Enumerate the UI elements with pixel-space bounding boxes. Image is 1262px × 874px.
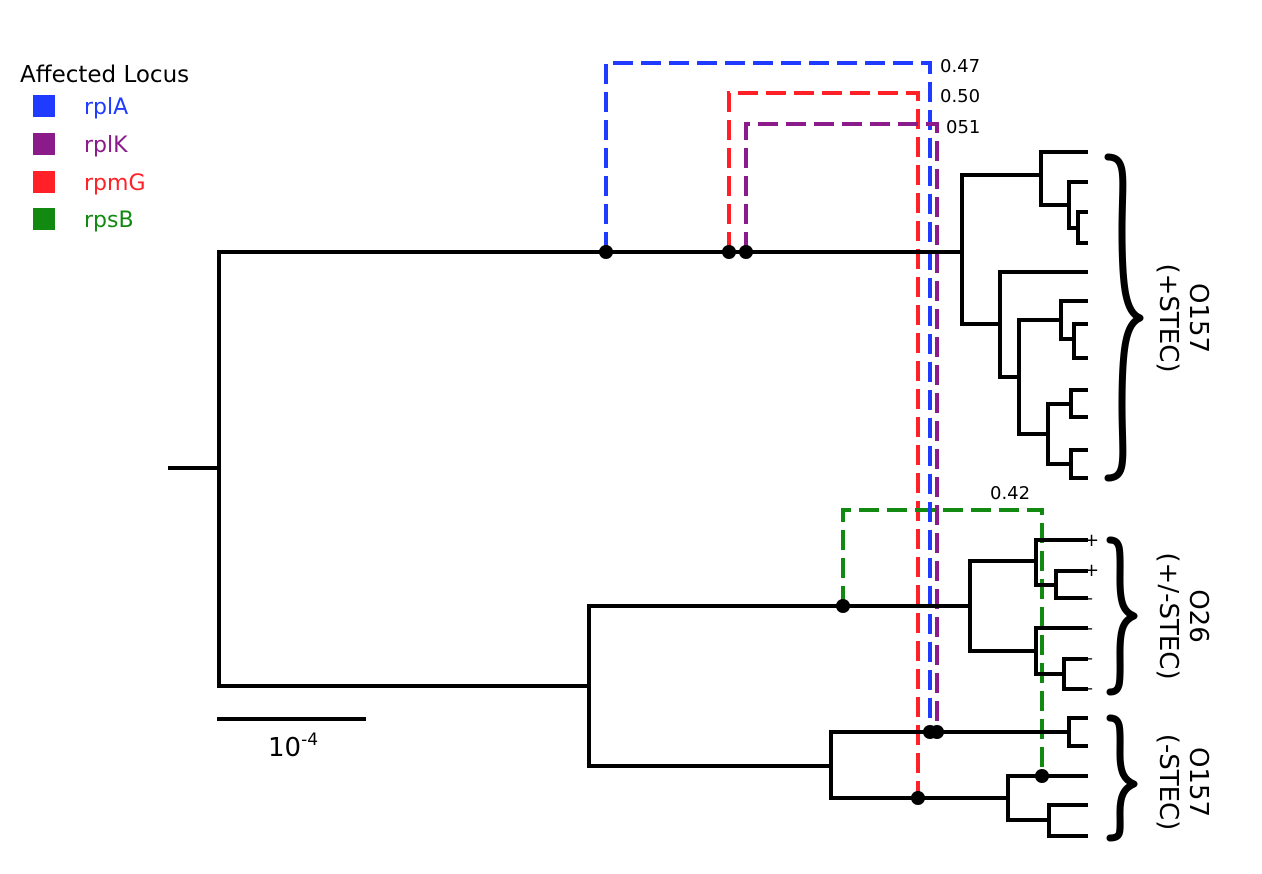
mutation-dots [599,245,1049,805]
legend-swatch-rplK [33,133,55,155]
mutation-dot-rplK-neg [930,725,944,739]
mutation-dot-rpsB-o26 [836,599,850,613]
scale-bar-label: 10-4 [268,730,318,763]
legend-swatch-rpsB [33,208,55,230]
clade-o157-pos-status: (+STEC) [1153,263,1183,372]
brace-o26 [1106,536,1138,696]
legend: Affected Locus rplA rplK rpmG rpsB [20,62,189,233]
stx-sign-6: – [1084,678,1093,699]
connector-rpmG [727,91,920,798]
legend-label-rplA: rplA [84,95,128,120]
connector-rplA [604,61,932,732]
legend-label-rpmG: rpmG [84,171,146,196]
legend-swatch-rplA [33,95,55,117]
brace-o157-neg [1106,714,1138,842]
stx-sign-1: + [1084,530,1099,551]
legend-title: Affected Locus [20,62,189,88]
clade-o157-pos-serotype: O157 [1183,283,1213,353]
mutation-dot-rplK [739,245,753,259]
connector-rpsB [841,508,1044,776]
scale-bar-base: 10 [268,733,301,763]
legend-label-rpsB: rpsB [84,208,134,233]
clade-braces [1104,153,1144,842]
legend-swatch-rpmG [33,171,55,193]
clade-o157-neg-status: (-STEC) [1153,734,1183,831]
stx-sign-3: – [1084,588,1093,609]
clade-o157-neg-serotype: O157 [1183,747,1213,817]
tree-branches [168,150,1088,838]
value-rplA: 0.47 [940,56,980,77]
value-rpsB: 0.42 [990,483,1030,504]
brace-o157-pos [1104,153,1144,482]
clade-o26-serotype: O26 [1183,589,1213,643]
scale-bar: 10-4 [217,717,366,763]
mutation-dot-rpmG [722,245,736,259]
value-rplK: 051 [946,117,980,138]
mutation-dot-rpmG-neg [911,791,925,805]
mutation-dot-rplA [599,245,613,259]
clade-labels: O157 (+STEC) O26 (+/-STEC) O157 (-STEC) [1153,263,1213,830]
stx-sign-2: + [1084,560,1099,581]
homoplasy-connectors [604,61,1044,798]
legend-label-rplK: rplK [84,133,128,158]
connector-rplK [744,122,939,732]
stx-sign-5: – [1084,648,1093,669]
stx-signs: + + – – – – [1084,530,1099,699]
stx-sign-4: – [1084,618,1093,639]
mutation-dot-rpsB-neg [1035,769,1049,783]
value-rpmG: 0.50 [940,86,980,107]
clade-o26-status: (+/-STEC) [1153,552,1183,679]
scale-bar-exponent: -4 [301,730,318,750]
